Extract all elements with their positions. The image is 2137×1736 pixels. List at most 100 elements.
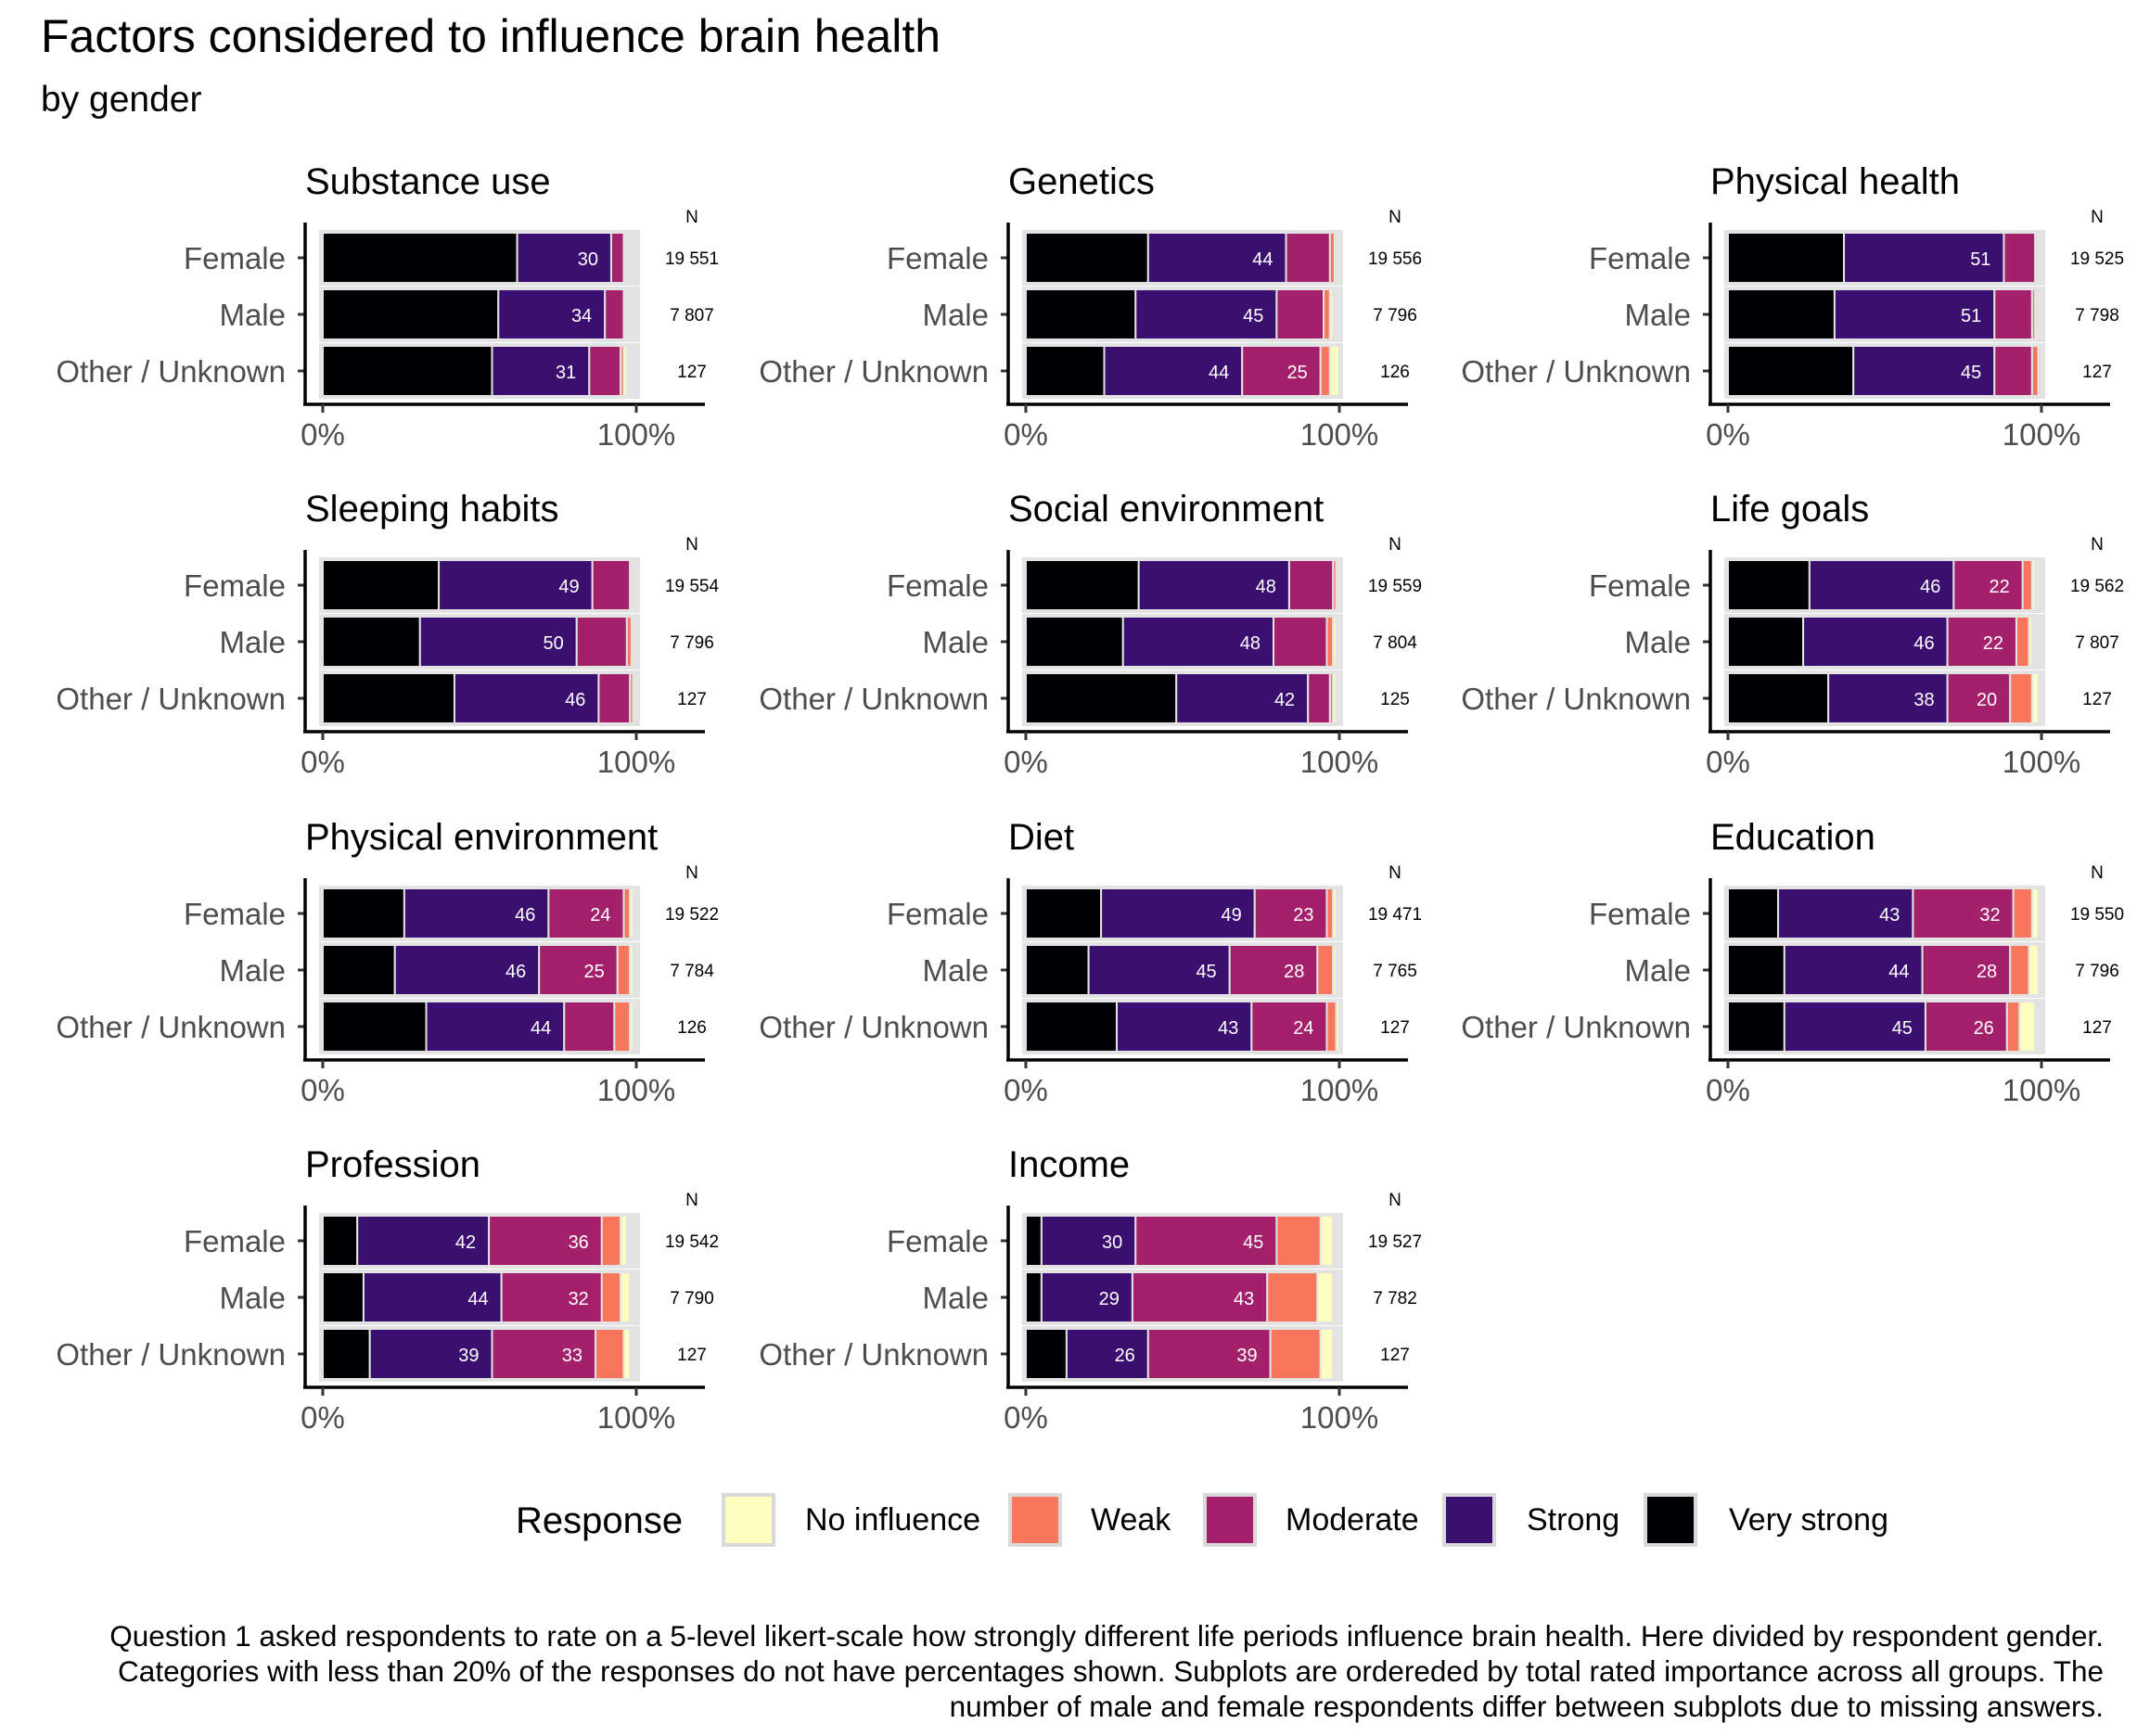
- bar-profession-male-weak: [600, 1271, 622, 1323]
- bar-income-female-strong: [1040, 1215, 1137, 1267]
- bar-physical-environment-male-weak: [616, 944, 632, 996]
- bar-genetics-female-very-strong: [1025, 232, 1149, 284]
- legend-key-very-strong: [1644, 1493, 1697, 1547]
- bar-diet-female-moderate: [1253, 887, 1328, 939]
- group-label-male: Male: [1624, 298, 1691, 332]
- chart-subtitle: by gender: [41, 80, 202, 120]
- bar-life-goals-other-unknown-no-influence: [2030, 672, 2040, 724]
- panel-title-substance-use: Substance use: [305, 161, 551, 202]
- data-label-sleeping-habits-male-strong: 50: [544, 633, 564, 654]
- bar-substance-use-male-strong: [497, 288, 607, 340]
- bar-profession-female-weak: [600, 1215, 622, 1267]
- data-label-genetics-male-strong: 45: [1243, 306, 1263, 326]
- bar-social-environment-female-very-strong: [1025, 559, 1140, 611]
- bar-profession-male-strong: [362, 1271, 503, 1323]
- panel-title-diet: Diet: [1008, 817, 1074, 858]
- bar-education-female-moderate: [1912, 887, 2015, 939]
- bar-physical-health-female-moderate: [2003, 232, 2037, 284]
- facet-plots: Substance use N Female 30 19 551 Male 34 7 807 O…: [56, 161, 2124, 1435]
- bar-physical-environment-female-moderate: [547, 887, 625, 939]
- chart-caption: Question 1 asked respondents to rate on …: [109, 1619, 2104, 1723]
- bar-physical-health-female-very-strong: [1727, 232, 1846, 284]
- bar-physical-health-other-unknown-moderate: [1993, 345, 2033, 397]
- bar-profession-female-no-influence: [620, 1215, 628, 1267]
- data-label-income-female-moderate: 45: [1243, 1232, 1263, 1253]
- bar-sleeping-habits-female-moderate: [591, 559, 632, 611]
- x-tick-label-social-environment-0: 0%: [1004, 745, 1048, 779]
- panel-title-life-goals: Life goals: [1710, 489, 1869, 530]
- data-label-physical-environment-male-moderate: 25: [583, 962, 604, 982]
- bar-social-environment-male-very-strong: [1025, 616, 1124, 668]
- data-label-education-male-moderate: 28: [1977, 962, 1997, 982]
- bar-physical-environment-male-moderate: [538, 944, 619, 996]
- bar-substance-use-male-moderate: [604, 288, 625, 340]
- n-header-education: N: [2091, 863, 2104, 883]
- group-label-male: Male: [922, 625, 989, 659]
- bar-life-goals-male-moderate: [1946, 616, 2017, 668]
- x-tick-label-physical-health-0: 0%: [1706, 417, 1750, 452]
- bar-sleeping-habits-male-strong: [418, 616, 578, 668]
- bar-social-environment-other-unknown-very-strong: [1025, 672, 1178, 724]
- panel-title-sleeping-habits: Sleeping habits: [305, 489, 559, 530]
- data-label-life-goals-male-strong: 46: [1913, 633, 1934, 654]
- group-label-other-unknown: Other / Unknown: [1461, 1010, 1691, 1044]
- n-header-social-environment: N: [1388, 535, 1401, 555]
- data-label-genetics-female-strong: 44: [1252, 249, 1273, 270]
- data-label-physical-health-male-strong: 51: [1961, 306, 1981, 326]
- bar-income-other-unknown-moderate: [1146, 1328, 1272, 1380]
- bar-income-other-unknown-weak: [1269, 1328, 1322, 1380]
- n-value-income-male: 7 782: [1373, 1289, 1417, 1308]
- bar-social-environment-female-strong: [1137, 559, 1290, 611]
- group-label-female: Female: [887, 1224, 989, 1258]
- bar-physical-environment-female-very-strong: [322, 887, 405, 939]
- n-value-sleeping-habits-other-unknown: 127: [677, 690, 707, 709]
- bar-social-environment-male-moderate: [1273, 616, 1328, 668]
- bar-income-other-unknown-very-strong: [1025, 1328, 1068, 1380]
- bar-physical-environment-female-weak: [622, 887, 632, 939]
- bar-genetics-other-unknown-strong: [1103, 345, 1244, 397]
- group-label-male: Male: [922, 953, 989, 988]
- group-label-male: Male: [922, 1281, 989, 1315]
- bar-genetics-female-moderate: [1285, 232, 1331, 284]
- legend-title: Response: [516, 1500, 684, 1541]
- bar-diet-other-unknown-no-influence: [1335, 1001, 1340, 1053]
- bar-education-male-moderate: [1921, 944, 2012, 996]
- data-label-diet-female-moderate: 23: [1293, 905, 1313, 925]
- data-label-profession-female-moderate: 36: [569, 1232, 589, 1253]
- group-label-female: Female: [184, 897, 286, 931]
- bar-physical-environment-female-no-influence: [629, 887, 634, 939]
- data-label-diet-female-strong: 49: [1221, 905, 1241, 925]
- x-tick-label-social-environment-1: 100%: [1300, 745, 1378, 779]
- n-value-education-other-unknown: 127: [2082, 1018, 2112, 1038]
- bar-education-female-very-strong: [1727, 887, 1780, 939]
- bar-sleeping-habits-other-unknown-moderate: [597, 672, 632, 724]
- n-header-physical-environment: N: [685, 863, 698, 883]
- data-label-life-goals-other-unknown-moderate: 20: [1977, 690, 1997, 710]
- bar-substance-use-female-very-strong: [322, 232, 518, 284]
- legend-label-no-influence: No influence: [805, 1502, 981, 1538]
- bar-sleeping-habits-other-unknown-very-strong: [322, 672, 455, 724]
- bar-substance-use-other-unknown-moderate: [588, 345, 622, 397]
- chart-title: Factors considered to influence brain he…: [41, 10, 941, 62]
- data-label-income-male-strong: 29: [1099, 1289, 1120, 1309]
- bar-physical-environment-male-no-influence: [629, 944, 634, 996]
- bar-profession-other-unknown-strong: [368, 1328, 493, 1380]
- data-label-profession-other-unknown-strong: 39: [458, 1346, 479, 1366]
- bar-income-female-weak: [1275, 1215, 1322, 1267]
- group-label-other-unknown: Other / Unknown: [1461, 682, 1691, 716]
- panel-title-genetics: Genetics: [1008, 161, 1155, 202]
- data-label-education-other-unknown-moderate: 26: [1974, 1018, 1994, 1039]
- n-value-genetics-male: 7 796: [1373, 306, 1417, 326]
- bar-substance-use-male-no-influence: [624, 288, 628, 340]
- data-label-education-female-moderate: 32: [1979, 905, 2000, 925]
- bar-income-other-unknown-strong: [1065, 1328, 1149, 1380]
- legend-key-weak: [1008, 1493, 1062, 1547]
- group-label-female: Female: [184, 241, 286, 275]
- bar-life-goals-other-unknown-weak: [2009, 672, 2033, 724]
- bar-education-other-unknown-weak: [2005, 1001, 2021, 1053]
- bar-physical-health-female-no-influence: [2036, 232, 2040, 284]
- n-value-physical-health-male: 7 798: [2075, 306, 2119, 326]
- n-header-profession: N: [685, 1191, 698, 1210]
- bar-physical-health-male-no-influence: [2034, 288, 2038, 340]
- bar-diet-other-unknown-very-strong: [1025, 1001, 1119, 1053]
